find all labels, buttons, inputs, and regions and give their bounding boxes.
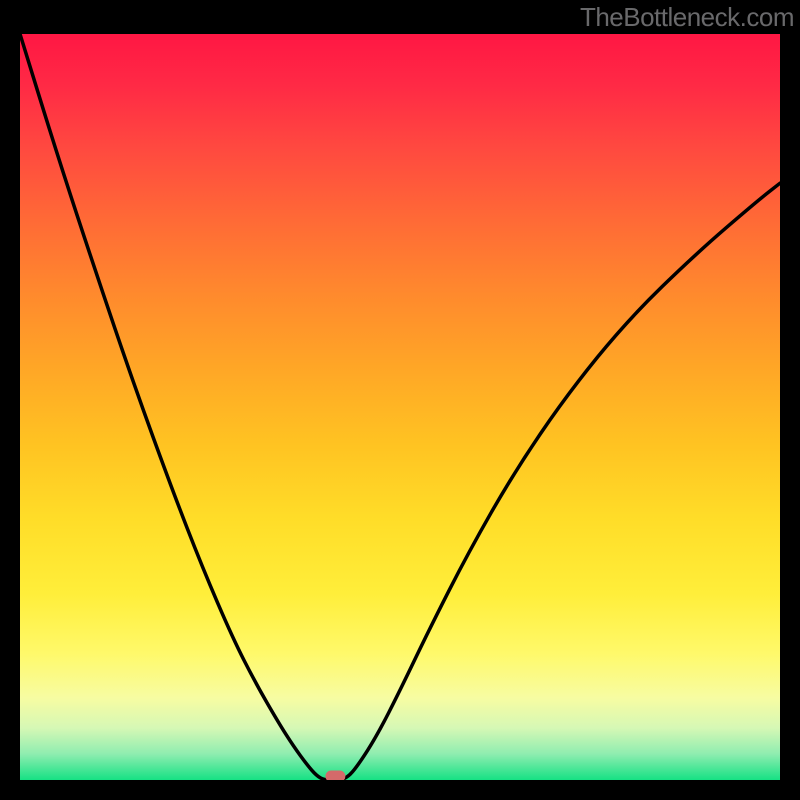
watermark-text: TheBottleneck.com xyxy=(580,2,794,33)
plot-area xyxy=(20,34,780,780)
chart-container: TheBottleneck.com xyxy=(0,0,800,800)
gradient-background xyxy=(20,34,780,780)
